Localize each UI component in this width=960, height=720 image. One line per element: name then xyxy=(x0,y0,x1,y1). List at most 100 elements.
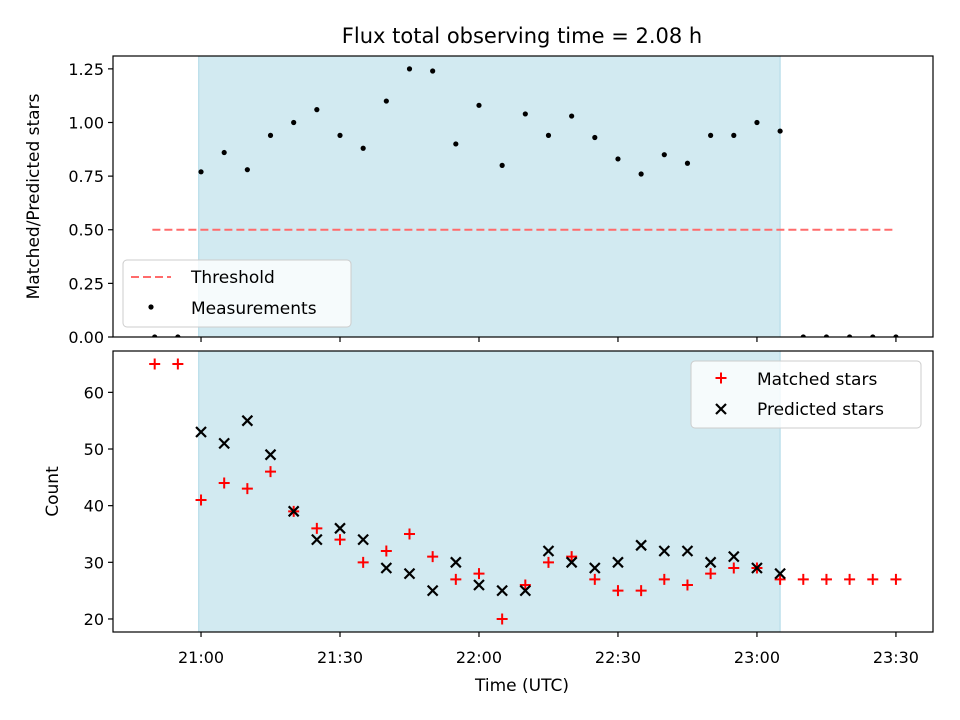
predicted-stars-point xyxy=(357,533,369,546)
y-axis-label: Matched/Predicted stars xyxy=(24,93,44,299)
predicted-stars-point xyxy=(450,556,462,569)
y-tick-label: 30 xyxy=(84,553,104,572)
y-tick-label: 0.50 xyxy=(68,221,104,240)
matched-stars-point xyxy=(566,551,578,563)
matched-stars-point xyxy=(705,568,717,580)
y-tick-label: 0.75 xyxy=(68,167,104,186)
matched-stars-point xyxy=(473,568,485,580)
matched-stars-point xyxy=(241,483,253,495)
measurements-point xyxy=(545,132,552,138)
matched-stars-point xyxy=(496,613,508,625)
measurements-point xyxy=(638,171,644,177)
chart-title: Flux total observing time = 2.08 h xyxy=(342,24,702,48)
predicted-stars-point xyxy=(403,567,416,580)
x-tick-label: 21:30 xyxy=(317,648,363,667)
measurements-point xyxy=(476,102,482,108)
y-tick-label: 0.00 xyxy=(68,328,104,347)
predicted-stars-point xyxy=(565,556,578,569)
x-axis-label: Time (UTC) xyxy=(474,676,569,696)
predicted-stars-point xyxy=(473,579,485,591)
measurements-point xyxy=(870,334,876,337)
matched-stars-point xyxy=(820,573,832,585)
measurements-point xyxy=(291,119,297,126)
legend: Matched stars Predicted stars xyxy=(690,360,922,429)
matched-stars-point xyxy=(542,556,554,568)
matched-stars-point xyxy=(380,545,392,557)
legend: Threshold Measurements xyxy=(122,259,352,328)
matched-stars-point xyxy=(774,573,786,585)
panel-ratio: 0.00 0.25 0.50 0.75 1.00 1.25 Matched/Predicte… xyxy=(24,55,934,347)
matched-stars-point xyxy=(450,573,462,585)
measurements-point xyxy=(754,119,760,126)
matched-stars-point xyxy=(311,522,323,534)
predicted-stars-point xyxy=(496,584,508,597)
predicted-stars-point xyxy=(658,545,671,557)
predicted-stars-point xyxy=(380,562,393,574)
legend-box xyxy=(122,259,352,328)
measurements-point xyxy=(267,132,274,138)
measurements-point xyxy=(175,334,181,337)
measurements-point xyxy=(661,152,667,158)
predicted-stars-point xyxy=(681,545,694,557)
y-tick-label: 1.00 xyxy=(68,113,104,132)
measurements-point xyxy=(731,132,737,138)
predicted-stars-point xyxy=(704,556,717,569)
predicted-stars-point xyxy=(519,584,532,597)
matched-stars-point xyxy=(149,358,161,370)
legend-predicted-swatch xyxy=(715,403,727,415)
measurements-point xyxy=(453,141,459,147)
matched-stars-point xyxy=(635,585,647,597)
matched-stars-point xyxy=(867,573,879,585)
measurements-point xyxy=(198,169,204,175)
measurements-point xyxy=(569,113,575,119)
matched-stars-point xyxy=(334,534,346,546)
axes-frame xyxy=(112,55,934,338)
matched-stars-point xyxy=(728,562,740,574)
legend-predicted-label: Predicted stars xyxy=(757,400,884,420)
predicted-stars-point xyxy=(264,448,277,461)
matched-stars-point xyxy=(890,573,902,585)
legend-threshold-label: Threshold xyxy=(190,268,275,288)
predicted-stars-point xyxy=(612,556,624,569)
data-markers xyxy=(152,66,899,337)
measurements-point xyxy=(244,167,250,173)
y-tick-label: 1.25 xyxy=(68,60,104,79)
predicted-stars-point xyxy=(542,545,555,557)
predicted-stars-point xyxy=(635,539,647,552)
legend-matched-swatch xyxy=(715,372,727,384)
predicted-stars-point xyxy=(311,533,323,546)
x-tick-label: 22:00 xyxy=(456,648,502,667)
predicted-stars-point xyxy=(751,562,763,574)
matched-stars-point xyxy=(589,573,601,585)
measurements-point xyxy=(430,68,436,74)
measurements-point xyxy=(592,134,598,141)
measurements-point xyxy=(337,132,343,138)
data-markers xyxy=(149,358,902,625)
measurements-point xyxy=(406,66,413,72)
y-tick-label: 20 xyxy=(84,610,104,629)
x-tick-label: 22:30 xyxy=(595,648,641,667)
y-tick-label: 50 xyxy=(84,440,104,459)
predicted-stars-point xyxy=(195,426,207,438)
predicted-stars-point xyxy=(218,437,230,450)
measurements-point xyxy=(800,334,806,337)
x-tick-label: 21:00 xyxy=(178,648,224,667)
matched-stars-point xyxy=(357,556,369,568)
measurements-point xyxy=(893,334,899,337)
predicted-stars-point xyxy=(241,414,254,427)
measurements-point xyxy=(777,128,783,134)
measurements-point xyxy=(847,334,853,337)
y-tick-label: 40 xyxy=(84,497,104,516)
measurements-point xyxy=(684,160,691,166)
predicted-stars-point xyxy=(334,522,346,535)
measurements-point xyxy=(823,334,830,337)
legend-box xyxy=(690,360,922,429)
x-tick-label: 23:00 xyxy=(734,648,780,667)
measurements-point xyxy=(708,132,714,138)
predicted-stars-point xyxy=(589,562,601,574)
matched-stars-point xyxy=(427,551,439,563)
matched-stars-point xyxy=(612,585,624,597)
y-tick-label: 60 xyxy=(84,383,104,402)
matched-stars-point xyxy=(797,573,809,585)
